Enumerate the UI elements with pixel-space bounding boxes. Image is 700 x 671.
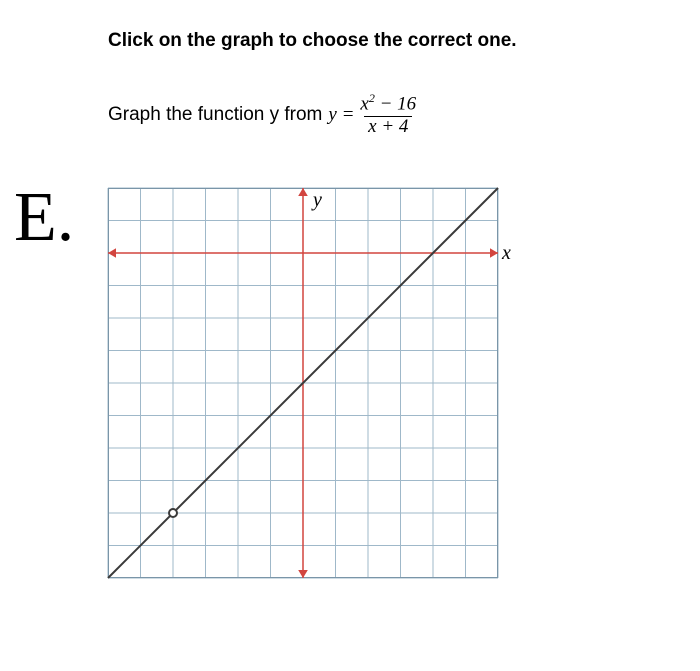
option-letter: E. bbox=[14, 178, 74, 258]
equation-lhs: y = bbox=[328, 104, 354, 126]
eq-num-a: x bbox=[360, 94, 368, 115]
svg-text:y: y bbox=[311, 189, 322, 211]
eq-num-b: − 16 bbox=[375, 94, 416, 115]
eq-den: x + 4 bbox=[364, 116, 412, 138]
chart-svg[interactable]: yx bbox=[108, 188, 498, 578]
svg-text:x: x bbox=[501, 242, 511, 264]
graph[interactable]: yx bbox=[108, 188, 498, 578]
prompt-line: Graph the function y from y = x2 − 16 x … bbox=[108, 92, 668, 138]
equation-fraction: x2 − 16 x + 4 bbox=[358, 92, 418, 137]
prompt-prefix: Graph the function y from bbox=[108, 104, 322, 126]
instruction-text: Click on the graph to choose the correct… bbox=[108, 30, 668, 52]
